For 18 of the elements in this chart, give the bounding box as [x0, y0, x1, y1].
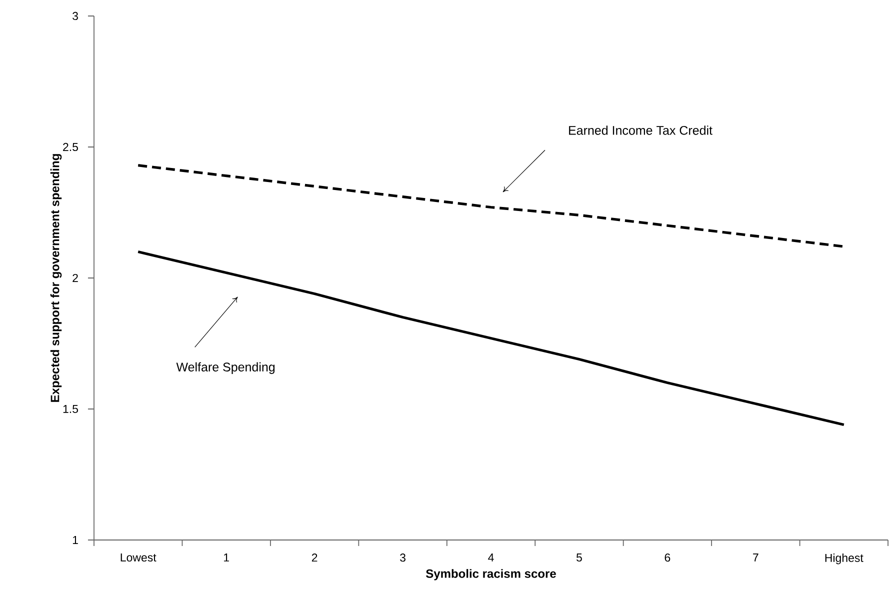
x-tick-label: Lowest	[120, 554, 156, 562]
x-tick-label: Highest	[825, 554, 864, 564]
x-tick-label: 3	[400, 554, 406, 562]
y-tick-label: 2	[72, 274, 78, 282]
y-tick-label: 1.5	[63, 404, 78, 414]
y-tick-label: 2.5	[63, 142, 78, 152]
x-tick-label: 4	[488, 554, 494, 562]
annotation: Earned Income Tax Credit	[569, 126, 712, 135]
y-axis-title: Expected support for government spending	[50, 154, 62, 402]
x-tick-label: 1	[224, 554, 229, 562]
x-tick-label: 7	[753, 554, 758, 562]
x-axis-title: Symbolic racism score	[426, 569, 556, 580]
y-tick-label: 1	[72, 536, 78, 544]
x-tick-label: 2	[312, 554, 318, 562]
x-tick-label: 5	[576, 554, 582, 562]
annotation: Welfare Spending	[176, 362, 275, 374]
y-tick-label: 3	[72, 12, 78, 20]
x-tick-label: 6	[664, 554, 670, 562]
